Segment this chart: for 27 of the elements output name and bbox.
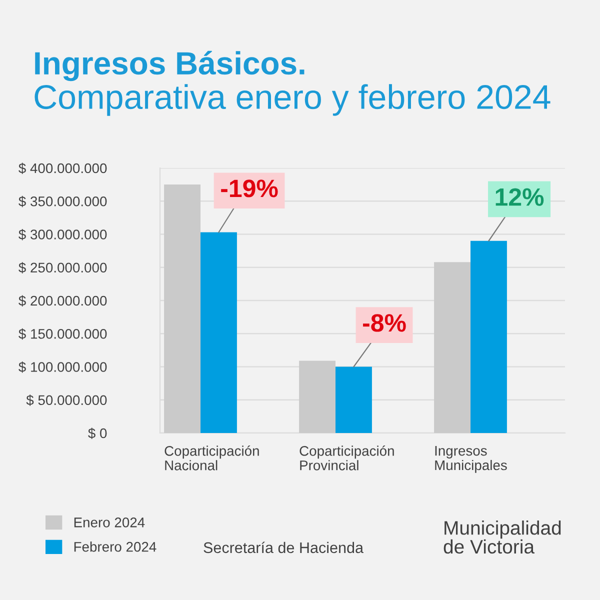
legend-label: Febrero 2024 — [74, 542, 156, 552]
bar — [434, 262, 470, 433]
bar — [200, 232, 237, 433]
bar — [470, 240, 507, 433]
chart-title: Ingresos Básicos. — [35, 50, 304, 82]
annotation: -19% — [221, 180, 278, 198]
bar — [336, 366, 372, 433]
bar — [164, 184, 200, 433]
bar — [299, 360, 336, 433]
y-tick-label: $ 350.000.000 — [18, 196, 107, 208]
y-tick-label: $ 200.000.000 — [18, 295, 107, 306]
y-tick-label: $ 100.000.000 — [18, 362, 107, 373]
x-tick-label: Coparticipación Provincial — [300, 446, 394, 470]
y-tick-label: $ 400.000.000 — [18, 162, 107, 174]
x-tick-label: Ingresos Municipales — [435, 446, 507, 473]
chart-subtitle: Comparativa enero y febrero 2024 — [34, 84, 550, 116]
text: Secretaría de Hacienda — [204, 542, 364, 554]
y-tick-label: $ 0 — [88, 428, 107, 439]
annotation: -8% — [363, 314, 406, 332]
y-tick-label: $ 250.000.000 — [18, 262, 107, 274]
y-tick-label: $ 300.000.000 — [18, 229, 107, 240]
x-tick-label: Coparticipación Nacional — [164, 446, 259, 470]
legend-label: Enero 2024 — [74, 518, 145, 528]
annotation: 12% — [496, 188, 544, 206]
y-tick-label: $ 50.000.000 — [26, 394, 107, 406]
text: Municipalidad de Victoria — [444, 520, 561, 554]
y-tick-label: $ 150.000.000 — [18, 328, 107, 340]
